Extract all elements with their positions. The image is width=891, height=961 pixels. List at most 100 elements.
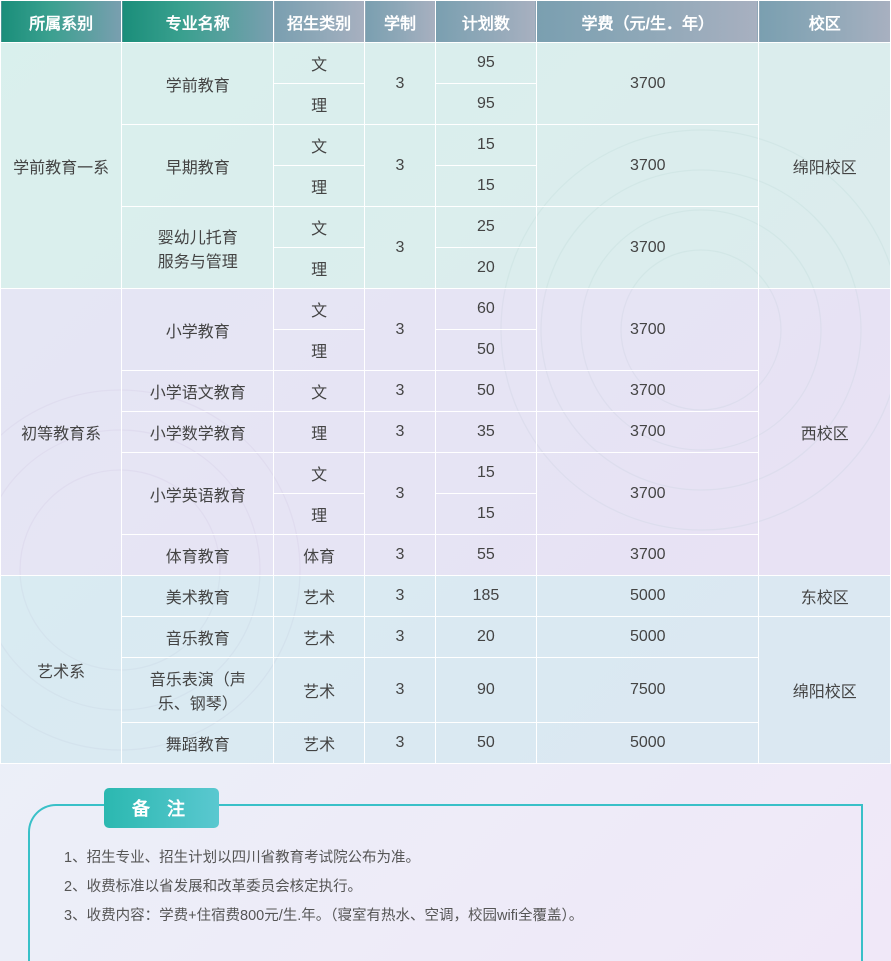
notes-panel: 备 注 1、招生专业、招生计划以四川省教育考试院公布为准。 2、收费标准以省发展… — [28, 804, 863, 961]
cell-major: 早期教育 — [122, 125, 274, 207]
table-row: 艺术系美术教育艺术31855000东校区 — [1, 576, 891, 617]
table-row: 婴幼儿托育服务与管理文3253700 — [1, 207, 891, 248]
cell-plan: 15 — [435, 494, 536, 535]
cell-plan: 20 — [435, 617, 536, 658]
cell-duration: 3 — [365, 535, 436, 576]
cell-category: 理 — [274, 248, 365, 289]
cell-tuition: 3700 — [536, 371, 759, 412]
table-row: 初等教育系小学教育文3603700西校区 — [1, 289, 891, 330]
cell-duration: 3 — [365, 412, 436, 453]
cell-category: 理 — [274, 84, 365, 125]
cell-duration: 3 — [365, 723, 436, 764]
cell-major: 美术教育 — [122, 576, 274, 617]
cell-campus: 西校区 — [759, 289, 891, 576]
table-row: 音乐教育艺术3205000绵阳校区 — [1, 617, 891, 658]
cell-department: 初等教育系 — [1, 289, 122, 576]
cell-duration: 3 — [365, 658, 436, 723]
cell-duration: 3 — [365, 43, 436, 125]
cell-major: 体育教育 — [122, 535, 274, 576]
table-row: 小学数学教育理3353700 — [1, 412, 891, 453]
cell-category: 文 — [274, 125, 365, 166]
cell-category: 理 — [274, 330, 365, 371]
cell-major: 音乐表演（声乐、钢琴） — [122, 658, 274, 723]
col-tuition: 学费（元/生．年） — [536, 1, 759, 43]
cell-tuition: 3700 — [536, 43, 759, 125]
cell-category: 文 — [274, 371, 365, 412]
cell-plan: 50 — [435, 723, 536, 764]
table-header-row: 所属系别 专业名称 招生类别 学制 计划数 学费（元/生．年） 校区 — [1, 1, 891, 43]
cell-tuition: 7500 — [536, 658, 759, 723]
cell-plan: 15 — [435, 166, 536, 207]
cell-plan: 15 — [435, 453, 536, 494]
col-major: 专业名称 — [122, 1, 274, 43]
cell-duration: 3 — [365, 371, 436, 412]
cell-plan: 95 — [435, 84, 536, 125]
cell-tuition: 3700 — [536, 289, 759, 371]
cell-duration: 3 — [365, 576, 436, 617]
note-item: 1、招生专业、招生计划以四川省教育考试院公布为准。 — [64, 844, 827, 873]
note-item: 2、收费标准以省发展和改革委员会核定执行。 — [64, 873, 827, 902]
table-row: 小学英语教育文3153700 — [1, 453, 891, 494]
cell-plan: 95 — [435, 43, 536, 84]
cell-duration: 3 — [365, 289, 436, 371]
cell-category: 文 — [274, 43, 365, 84]
cell-tuition: 3700 — [536, 535, 759, 576]
notes-title: 备 注 — [104, 788, 219, 828]
cell-tuition: 3700 — [536, 207, 759, 289]
enrollment-table: 所属系别 专业名称 招生类别 学制 计划数 学费（元/生．年） 校区 学前教育一… — [0, 0, 891, 764]
cell-major: 音乐教育 — [122, 617, 274, 658]
cell-major: 小学教育 — [122, 289, 274, 371]
cell-tuition: 5000 — [536, 617, 759, 658]
cell-plan: 60 — [435, 289, 536, 330]
cell-department: 学前教育一系 — [1, 43, 122, 289]
col-duration: 学制 — [365, 1, 436, 43]
cell-tuition: 3700 — [536, 412, 759, 453]
cell-category: 理 — [274, 166, 365, 207]
cell-major: 学前教育 — [122, 43, 274, 125]
cell-plan: 185 — [435, 576, 536, 617]
col-category: 招生类别 — [274, 1, 365, 43]
cell-major: 小学数学教育 — [122, 412, 274, 453]
cell-department: 艺术系 — [1, 576, 122, 764]
cell-plan: 50 — [435, 330, 536, 371]
col-campus: 校区 — [759, 1, 891, 43]
col-department: 所属系别 — [1, 1, 122, 43]
cell-category: 文 — [274, 289, 365, 330]
cell-duration: 3 — [365, 453, 436, 535]
cell-category: 艺术 — [274, 576, 365, 617]
cell-plan: 35 — [435, 412, 536, 453]
cell-category: 体育 — [274, 535, 365, 576]
cell-plan: 20 — [435, 248, 536, 289]
cell-duration: 3 — [365, 617, 436, 658]
table-row: 音乐表演（声乐、钢琴）艺术3907500 — [1, 658, 891, 723]
note-item: 3、收费内容：学费+住宿费800元/生.年。（寝室有热水、空调，校园wifi全覆… — [64, 902, 827, 931]
cell-campus: 绵阳校区 — [759, 43, 891, 289]
cell-plan: 25 — [435, 207, 536, 248]
col-plan: 计划数 — [435, 1, 536, 43]
cell-category: 文 — [274, 453, 365, 494]
cell-major: 婴幼儿托育服务与管理 — [122, 207, 274, 289]
cell-major: 小学语文教育 — [122, 371, 274, 412]
cell-category: 艺术 — [274, 658, 365, 723]
cell-plan: 50 — [435, 371, 536, 412]
cell-tuition: 5000 — [536, 576, 759, 617]
cell-plan: 55 — [435, 535, 536, 576]
cell-plan: 90 — [435, 658, 536, 723]
cell-category: 理 — [274, 494, 365, 535]
cell-category: 文 — [274, 207, 365, 248]
cell-plan: 15 — [435, 125, 536, 166]
cell-campus: 绵阳校区 — [759, 617, 891, 764]
table-row: 学前教育一系学前教育文3953700绵阳校区 — [1, 43, 891, 84]
cell-category: 理 — [274, 412, 365, 453]
cell-tuition: 3700 — [536, 125, 759, 207]
cell-major: 舞蹈教育 — [122, 723, 274, 764]
cell-major: 小学英语教育 — [122, 453, 274, 535]
cell-duration: 3 — [365, 125, 436, 207]
cell-category: 艺术 — [274, 617, 365, 658]
table-row: 早期教育文3153700 — [1, 125, 891, 166]
cell-tuition: 5000 — [536, 723, 759, 764]
table-row: 体育教育体育3553700 — [1, 535, 891, 576]
cell-category: 艺术 — [274, 723, 365, 764]
table-row: 小学语文教育文3503700 — [1, 371, 891, 412]
cell-tuition: 3700 — [536, 453, 759, 535]
